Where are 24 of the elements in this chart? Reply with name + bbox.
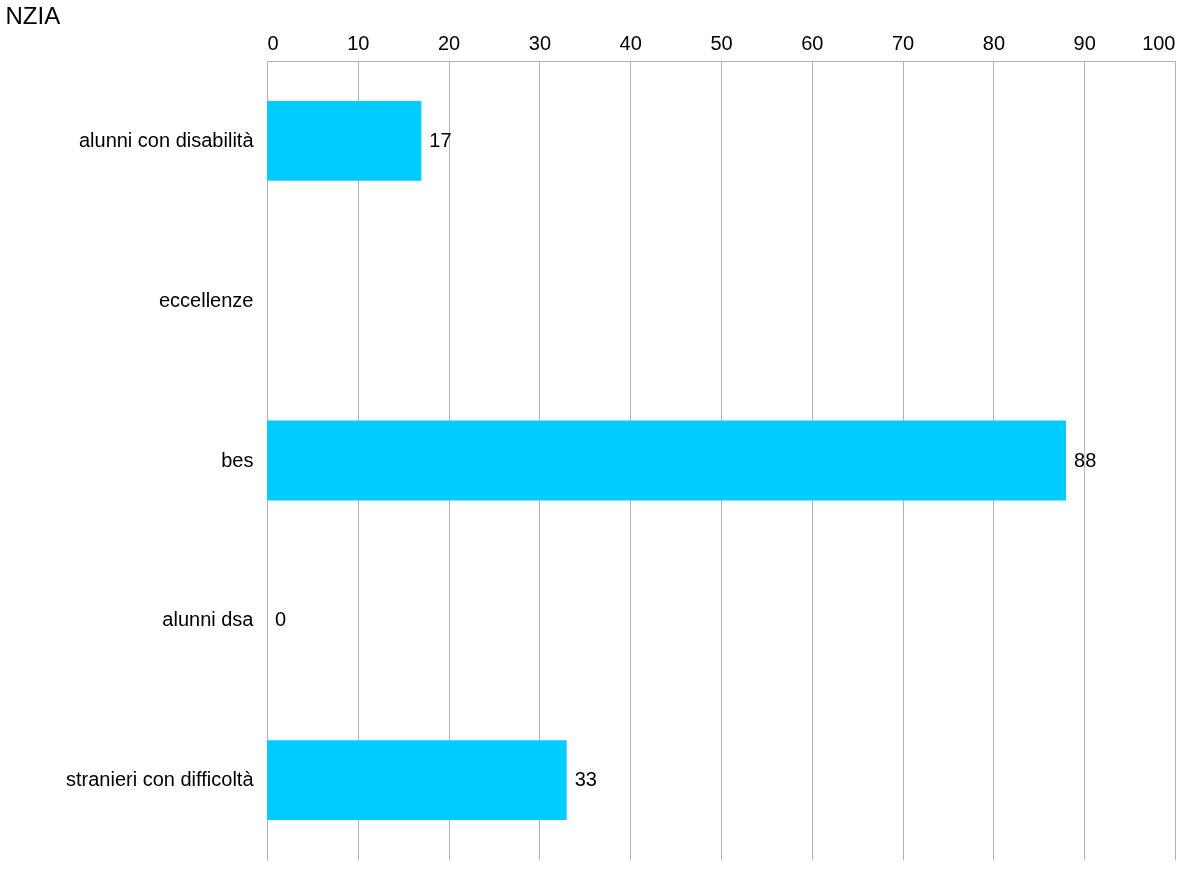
data-label: 33 [574,768,597,791]
y-tick-label: stranieri con difficoltà [66,768,255,791]
x-tick-label: 80 [982,31,1006,54]
x-tick-label: 30 [528,31,552,54]
bar [267,420,1067,501]
x-tick-label: 10 [347,31,370,54]
bar [267,100,422,181]
y-tick-label: eccellenze [158,288,254,311]
x-tick-label: 0 [267,31,279,54]
y-tick-label: bes [221,448,254,471]
data-label: 17 [429,128,452,151]
bar [267,740,567,821]
text: NZIA [5,2,61,29]
x-tick-label: 60 [801,31,824,54]
data-label: 88 [1074,448,1097,471]
y-tick-label: alunni con disabilità [78,128,255,151]
x-tick-label: 50 [710,31,733,54]
x-tick-label: 70 [891,31,915,54]
x-tick-label: 100 [1142,31,1176,54]
x-tick-label: 90 [1073,31,1096,54]
x-tick-label: 20 [437,31,461,54]
x-tick-label: 40 [619,31,642,54]
y-tick-label: alunni dsa [162,608,255,631]
data-label: 0 [275,608,287,631]
